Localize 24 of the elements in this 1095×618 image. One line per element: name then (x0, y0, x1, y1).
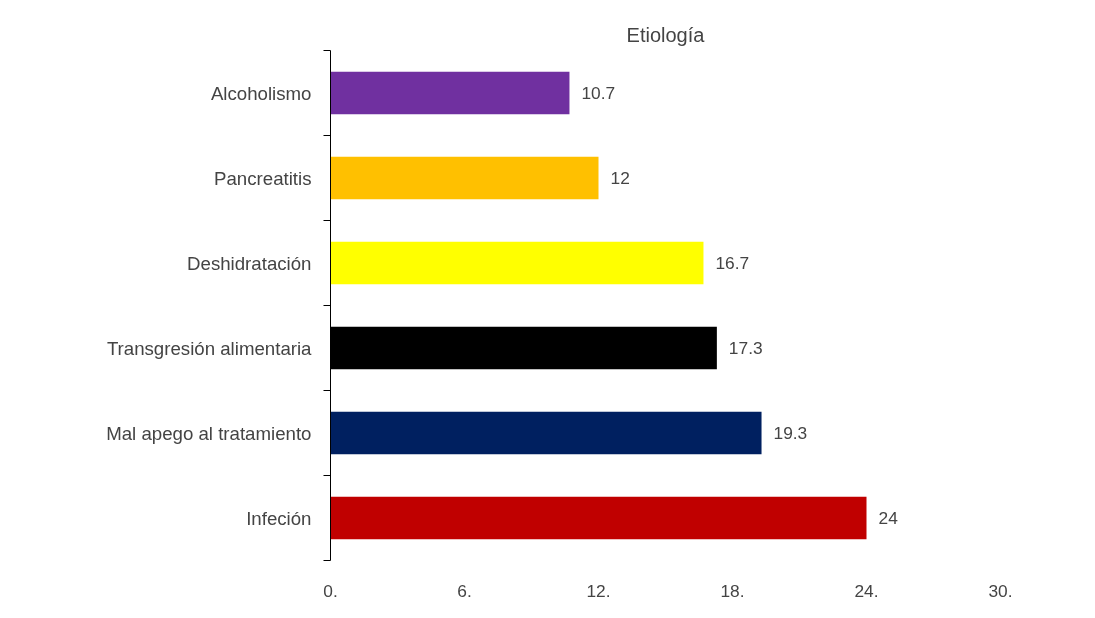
data-label: 19.3 (773, 423, 808, 443)
x-tick-label: 6. (457, 580, 472, 601)
bar (330, 71, 570, 115)
y-tick-label: Mal apego al tratamiento (106, 422, 312, 444)
bar (330, 241, 704, 285)
y-tick-label: Deshidratación (187, 252, 312, 274)
data-label: 10.7 (581, 83, 616, 103)
data-label: 16.7 (715, 253, 750, 273)
y-tick-label: Alcoholismo (210, 82, 312, 104)
data-label: 12 (610, 168, 630, 188)
x-tick-label: 24. (854, 580, 879, 601)
x-tick-label: 12. (586, 580, 611, 601)
data-label: 17.3 (728, 338, 763, 358)
bar (330, 156, 599, 200)
x-tick-label: 30. (988, 580, 1013, 601)
y-tick-label: Pancreatitis (214, 167, 312, 189)
data-label: 24 (878, 508, 899, 528)
bar (330, 411, 762, 455)
y-tick-label: Infeción (246, 507, 312, 529)
x-tick-label: 18. (720, 580, 745, 601)
x-tick-label: 0. (323, 580, 338, 601)
y-tick-label: Transgresión alimentaria (106, 337, 313, 359)
chart-title: Etiología (626, 23, 706, 46)
bar (330, 496, 867, 540)
